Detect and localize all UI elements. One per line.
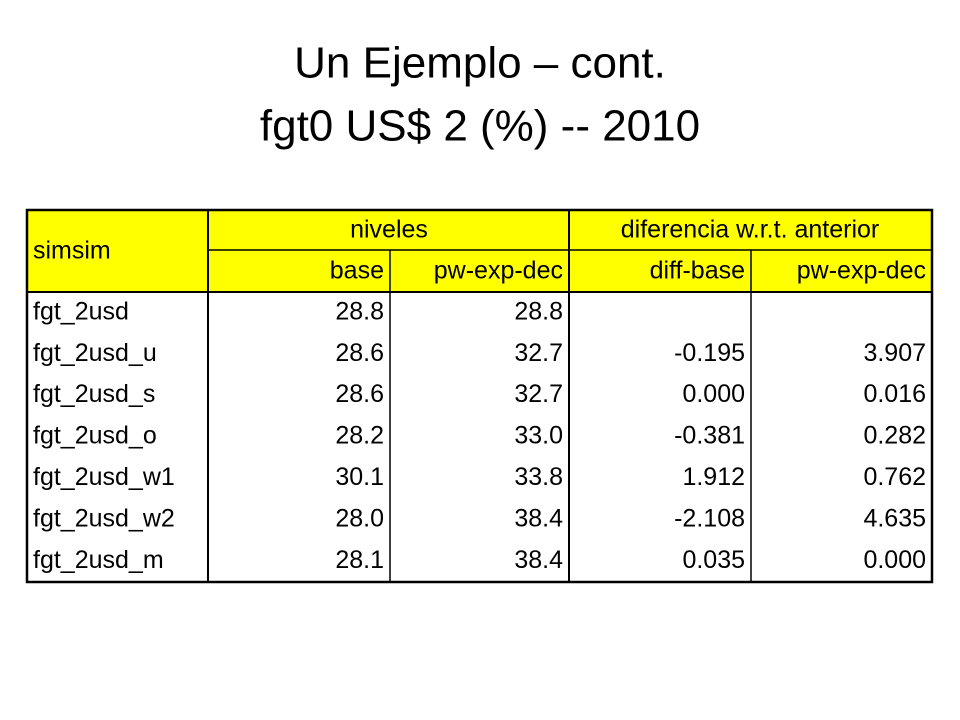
row-label: fgt_2usd_w2 bbox=[33, 504, 175, 532]
cell-value: 0.000 bbox=[682, 380, 745, 408]
row-label: fgt_2usd_u bbox=[33, 339, 157, 367]
cell-value: 0.016 bbox=[863, 380, 926, 408]
cell-value: 28.1 bbox=[335, 546, 384, 574]
body-background bbox=[27, 292, 932, 582]
cell-value: 1.912 bbox=[682, 463, 745, 491]
group-header: diferencia w.r.t. anterior bbox=[621, 216, 879, 244]
header-background bbox=[27, 210, 932, 292]
column-header: diff-base bbox=[650, 257, 745, 285]
cell-value: -0.381 bbox=[674, 422, 745, 450]
cell-value: 28.8 bbox=[335, 297, 384, 325]
cell-value: 38.4 bbox=[514, 546, 563, 574]
cell-value: 0.282 bbox=[863, 422, 926, 450]
cell-value: 32.7 bbox=[514, 380, 563, 408]
cell-value: 28.2 bbox=[335, 422, 384, 450]
cell-value: -2.108 bbox=[674, 504, 745, 532]
cell-value: -0.195 bbox=[674, 339, 745, 367]
row-label: fgt_2usd_m bbox=[33, 546, 164, 574]
column-header: base bbox=[330, 257, 384, 285]
cell-value: 0.000 bbox=[863, 546, 926, 574]
cell-value: 32.7 bbox=[514, 339, 563, 367]
cell-value: 28.6 bbox=[335, 380, 384, 408]
cell-value: 33.0 bbox=[514, 422, 563, 450]
table-border bbox=[25, 208, 934, 584]
cell-value: 28.6 bbox=[335, 339, 384, 367]
row-label: fgt_2usd_w1 bbox=[33, 463, 175, 491]
cell-value: 3.907 bbox=[863, 339, 926, 367]
title-line: fgt0 US$ 2 (%) -- 2010 bbox=[260, 102, 700, 151]
cell-value: 38.4 bbox=[514, 504, 563, 532]
cell-value: 33.8 bbox=[514, 463, 563, 491]
cell-value: 28.8 bbox=[514, 297, 563, 325]
table: simsim niveles diferencia w.r.t. anterio… bbox=[25, 208, 934, 584]
title-line: Un Ejemplo – cont. bbox=[294, 39, 666, 88]
column-header: pw-exp-dec bbox=[434, 257, 563, 285]
row-label: fgt_2usd bbox=[33, 297, 129, 325]
cell-value: 28.0 bbox=[335, 504, 384, 532]
group-header: niveles bbox=[350, 216, 428, 244]
cell-value: 30.1 bbox=[335, 463, 384, 491]
cell-value: 0.035 bbox=[682, 546, 745, 574]
column-header: pw-exp-dec bbox=[797, 257, 926, 285]
cell-value: 4.635 bbox=[863, 504, 926, 532]
row-label: fgt_2usd_o bbox=[33, 422, 157, 450]
corner-header: simsim bbox=[33, 237, 111, 265]
cell-value: 0.762 bbox=[863, 463, 926, 491]
row-label: fgt_2usd_s bbox=[33, 380, 155, 408]
